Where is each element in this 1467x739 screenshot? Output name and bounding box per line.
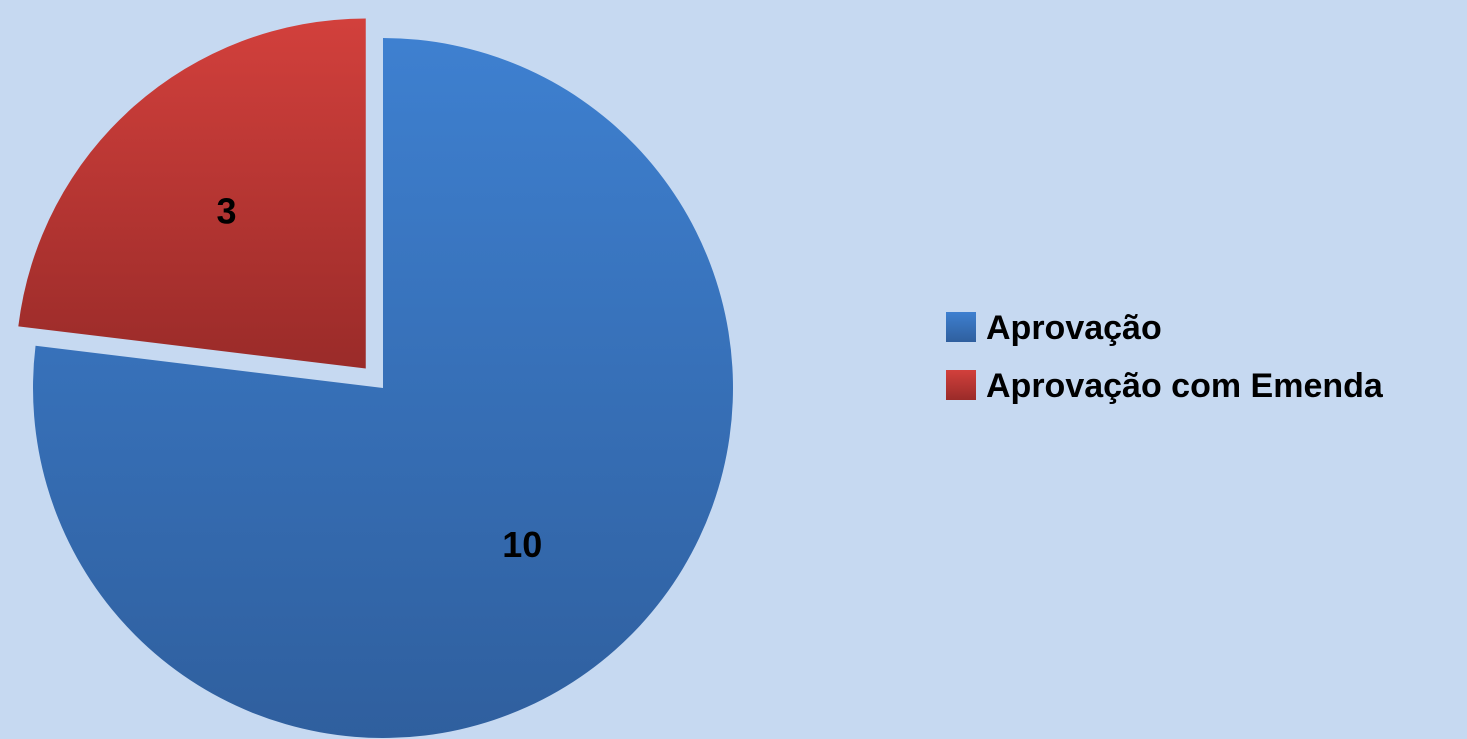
pie-data-labels: 10 3	[216, 190, 542, 565]
legend: Aprovação Aprovação com Emenda	[946, 309, 1384, 405]
legend-swatch-2	[946, 370, 976, 400]
pie-slices	[18, 18, 734, 738]
legend-swatch-1	[946, 312, 976, 342]
legend-label-1: Aprovação	[986, 309, 1162, 347]
legend-label-2: Aprovação com Emenda	[986, 367, 1384, 405]
pie-slice-2	[18, 18, 366, 369]
data-label-1: 10	[502, 524, 542, 565]
pie-slice-1	[33, 38, 734, 738]
data-label-2: 3	[216, 190, 236, 231]
